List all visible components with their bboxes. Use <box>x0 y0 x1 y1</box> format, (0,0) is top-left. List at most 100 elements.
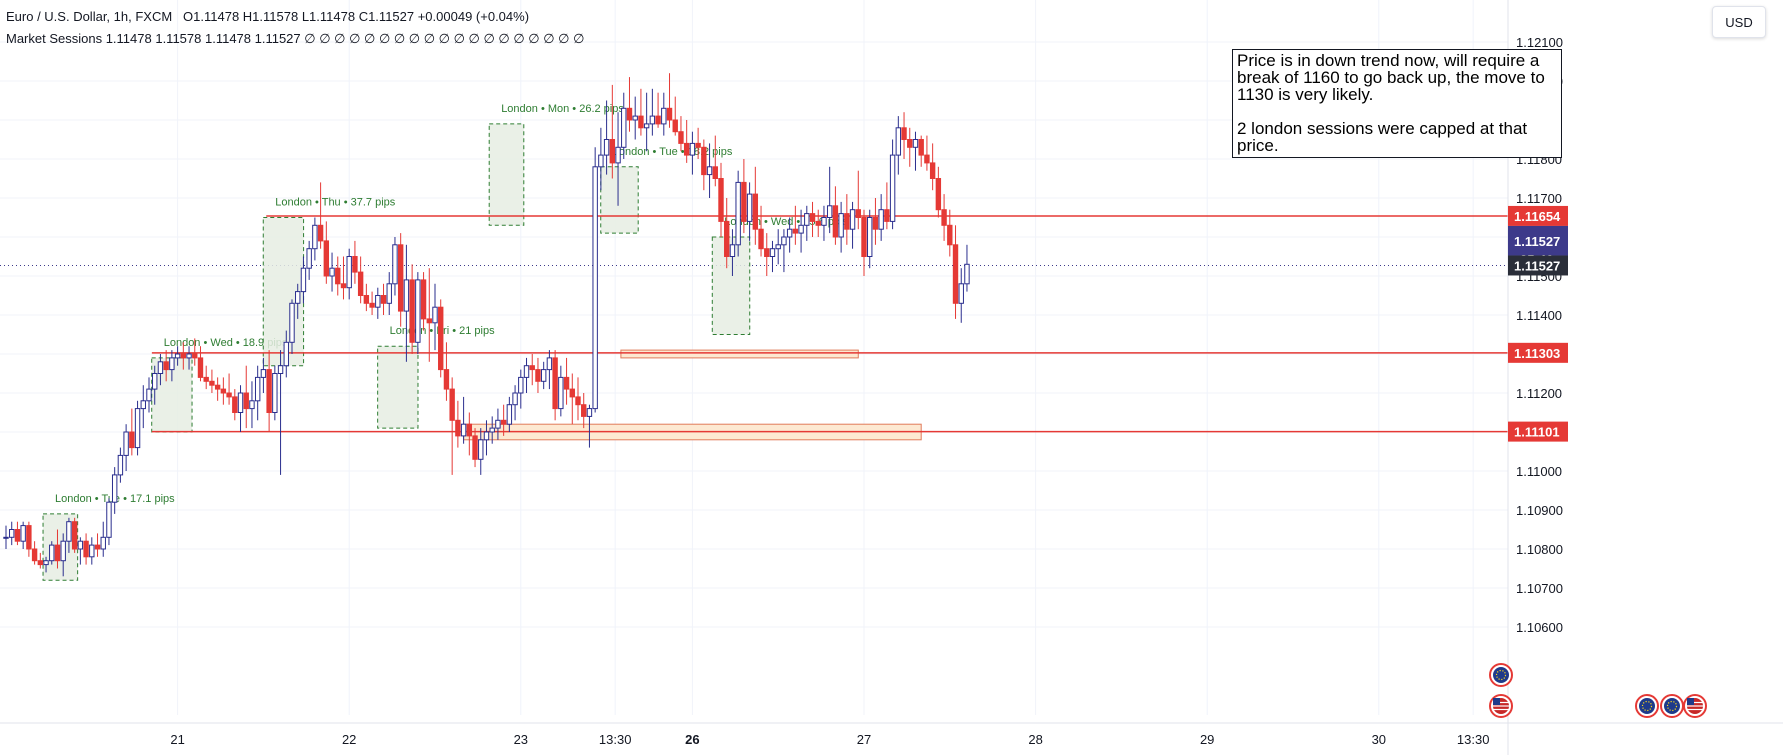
time-tick-label: 28 <box>1028 732 1042 747</box>
candle-body <box>563 376 570 390</box>
price-tick-label: 1.11400 <box>1516 308 1562 323</box>
candle-body <box>289 302 295 343</box>
candle-body <box>323 240 330 277</box>
candle-body <box>701 146 707 176</box>
candle-body <box>586 408 593 417</box>
candle-body <box>569 388 575 398</box>
us-flag-canton <box>1493 698 1500 705</box>
candle-body <box>935 178 942 211</box>
candle-body <box>540 369 547 382</box>
candle-body <box>752 193 759 230</box>
candle-body <box>626 107 633 121</box>
candle-body <box>832 205 839 238</box>
candle-body <box>66 521 72 542</box>
price-tick-label: 1.11700 <box>1516 191 1562 206</box>
symbol-ohlc-text: Euro / U.S. Dollar, 1h, FXCM <box>6 9 173 24</box>
candle-body <box>386 283 392 304</box>
currency-button[interactable]: USD <box>1712 6 1766 38</box>
candle-body <box>483 431 490 441</box>
candle-body <box>466 423 473 437</box>
candle-body <box>506 404 513 425</box>
candle-body <box>958 283 964 304</box>
candle-body <box>901 127 907 141</box>
candle-body <box>867 217 873 257</box>
candle-body <box>89 544 95 558</box>
candle-body <box>392 244 398 285</box>
price-tick-label: 1.11200 <box>1516 386 1562 401</box>
candle-body <box>317 224 324 242</box>
candle-body <box>683 142 690 156</box>
candle-body <box>254 376 261 402</box>
candle-body <box>964 263 970 285</box>
candle-body <box>174 353 181 359</box>
candle-body <box>758 228 764 250</box>
candle-body <box>438 306 444 371</box>
candle-body <box>941 209 947 226</box>
price-tick-label: 1.12100 <box>1516 35 1563 50</box>
candle-body <box>60 540 66 562</box>
candle-body <box>512 392 518 406</box>
candle-body <box>197 357 204 378</box>
time-tick-label: 13:30 <box>599 732 632 747</box>
candle-body <box>746 193 753 222</box>
candle-body <box>655 115 661 125</box>
candle-body <box>907 139 913 148</box>
candle-body <box>111 474 118 503</box>
candle-body <box>838 213 844 238</box>
candle-body <box>718 178 724 222</box>
candle-body <box>455 419 461 437</box>
price-tick-label: 1.10600 <box>1516 620 1563 635</box>
zone-rect <box>620 349 859 359</box>
time-axis[interactable]: 21 22 23 13:30 26 27 28 29 30 13:30 <box>0 722 1783 747</box>
time-tick-label: 22 <box>342 732 356 747</box>
candle-body <box>821 217 827 226</box>
candle-body <box>260 369 267 378</box>
candle-body <box>83 540 89 558</box>
candle-body <box>826 205 833 219</box>
candle-body <box>764 248 770 257</box>
candle-body <box>712 166 718 180</box>
candle-body <box>152 373 158 390</box>
symbol-legend[interactable]: Euro / U.S. Dollar, 1h, FXCM O1.11478 H1… <box>6 9 529 24</box>
price-tick-label: 1.10800 <box>1516 542 1563 557</box>
candle-body <box>775 244 781 250</box>
candle-body <box>77 540 84 550</box>
candle-body <box>592 166 598 410</box>
time-tick-label: 30 <box>1372 732 1386 747</box>
candle-body <box>20 525 26 542</box>
candle-body <box>192 353 198 359</box>
candle-body <box>815 220 821 226</box>
indicator-legend[interactable]: Market Sessions 1.11478 1.11578 1.11478 … <box>6 31 584 47</box>
candle-body <box>329 267 335 277</box>
candle-body <box>26 525 32 550</box>
candle-body <box>272 373 278 413</box>
candle-body <box>952 244 959 304</box>
us-flag-canton <box>1687 698 1694 705</box>
candle-body <box>529 365 535 371</box>
event-flags[interactable] <box>1489 663 1707 718</box>
session-box <box>488 123 525 226</box>
candlesticks <box>3 73 970 577</box>
price-tick-label: 1.11000 <box>1516 464 1562 479</box>
annotation-note[interactable]: Price is in down trend now, will require… <box>1232 49 1562 158</box>
candle-body <box>357 271 364 297</box>
candle-body <box>380 295 387 304</box>
candle-body <box>535 369 541 382</box>
candle-body <box>889 154 896 222</box>
candle-body <box>403 279 410 312</box>
candle-body <box>283 341 289 367</box>
candle-body <box>129 431 135 449</box>
candle-body <box>266 369 272 414</box>
candle-body <box>237 392 244 413</box>
candle-body <box>495 419 501 429</box>
candle-body <box>134 408 141 449</box>
candle-body <box>598 154 604 168</box>
candle-body <box>638 115 644 129</box>
candle-body <box>209 380 215 386</box>
candle-body <box>146 388 152 402</box>
candle-body <box>94 544 101 550</box>
last-price-tag-text: 1.11527 <box>1514 258 1560 273</box>
